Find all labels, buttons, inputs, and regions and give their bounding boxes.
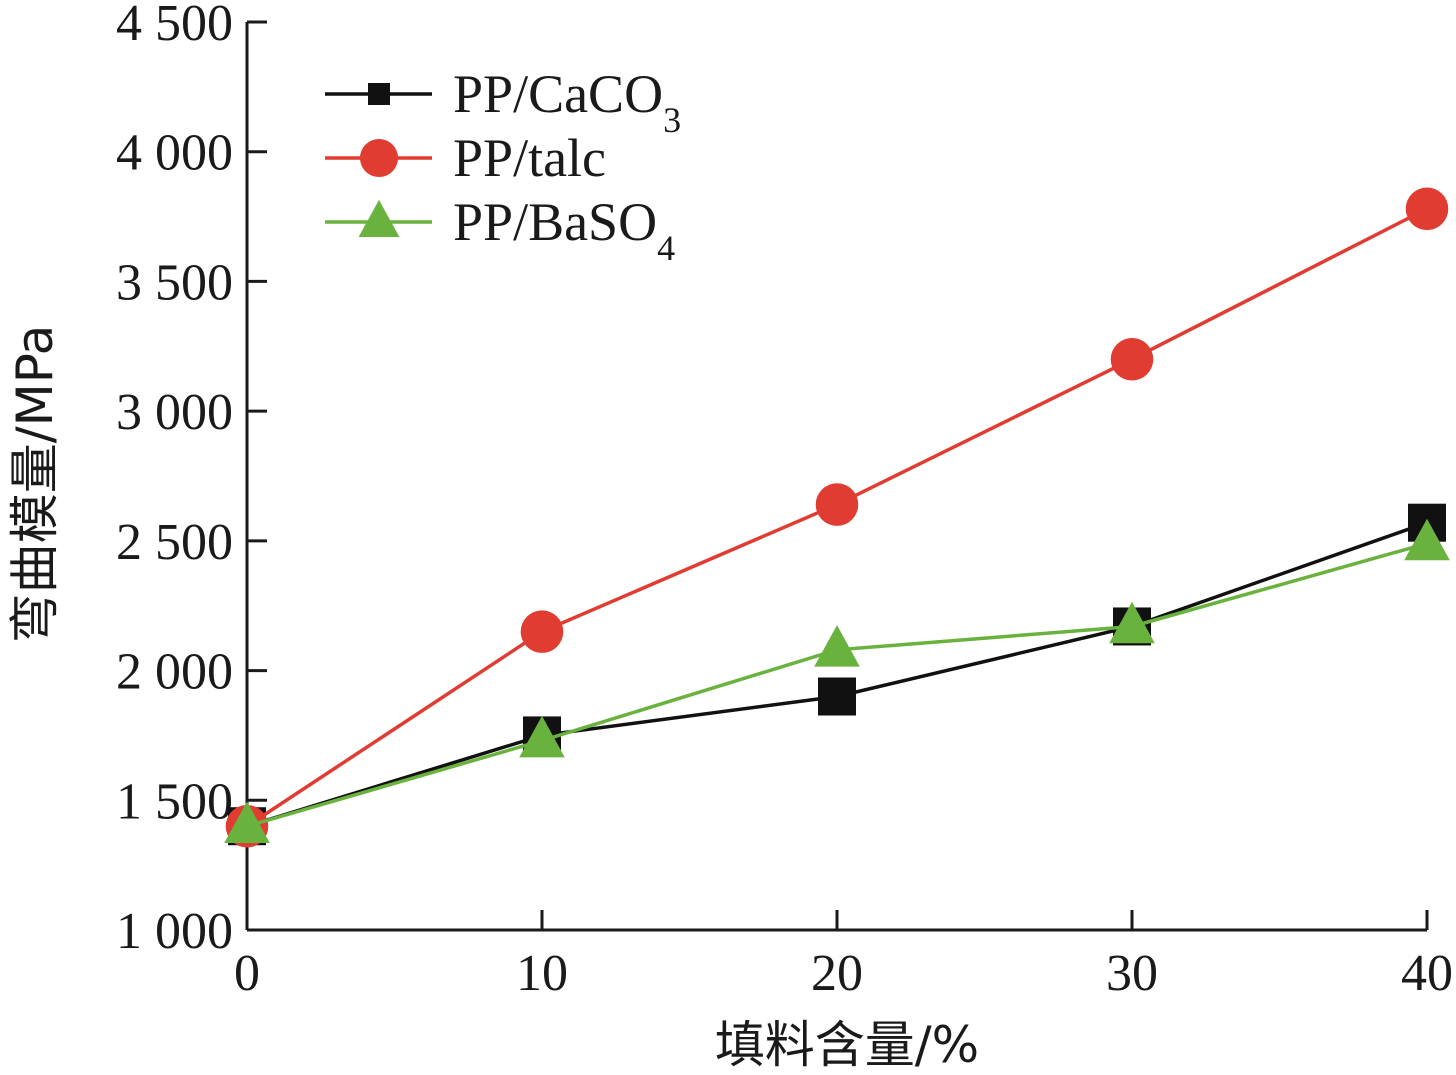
legend-item-pp-talc: PP/talc — [325, 128, 606, 188]
y-tick-label: 1 500 — [116, 773, 233, 830]
y-tick-label: 3 000 — [116, 384, 233, 441]
y-tick-label: 2 000 — [116, 644, 233, 701]
y-tick-label: 1 000 — [116, 903, 233, 960]
series-layer — [224, 187, 1450, 848]
series-line-pp-caco3 — [246, 521, 1428, 828]
data-point-pp-talc — [520, 610, 564, 653]
x-tick-label: 40 — [1401, 945, 1453, 1002]
data-point-pp-talc — [815, 483, 859, 526]
legend-label: PP/BaSO4 — [453, 192, 675, 268]
y-tick-label: 4 000 — [116, 125, 233, 182]
legend-marker — [368, 83, 390, 105]
x-tick-label: 30 — [1106, 945, 1158, 1002]
data-point-pp-baso4 — [1404, 518, 1450, 561]
data-point-pp-talc — [1405, 187, 1449, 231]
x-axis-ticks: 0 10 20 30 40 — [234, 910, 1453, 1002]
legend-marker — [359, 138, 399, 178]
series-pp-caco3 — [228, 503, 1446, 846]
y-axis-title: 弯曲模量/MPa — [6, 325, 64, 644]
series-pp-baso4 — [224, 518, 1450, 843]
data-point-pp-baso4 — [1109, 601, 1155, 644]
x-tick-label: 20 — [811, 945, 863, 1002]
data-point-pp-talc — [1110, 337, 1154, 381]
y-tick-label: 4 500 — [116, 0, 233, 52]
legend-label: PP/CaCO3 — [453, 64, 681, 140]
legend-marker — [358, 199, 400, 237]
legend-item-pp-caco3: PP/CaCO3 — [325, 64, 681, 140]
legend-item-pp-baso4: PP/BaSO4 — [325, 192, 675, 268]
y-tick-label: 2 500 — [116, 514, 233, 571]
data-point-pp-baso4 — [224, 801, 270, 843]
data-point-pp-baso4 — [814, 625, 860, 667]
legend-label: PP/talc — [453, 128, 606, 188]
y-axis-ticks: 1 000 1 500 2 000 2 500 3 000 3 500 4 000 4 500 — [116, 0, 267, 960]
y-tick-label: 3 500 — [116, 254, 233, 311]
x-tick-label: 10 — [516, 945, 568, 1002]
data-point-pp-caco3 — [818, 677, 856, 716]
x-tick-label: 0 — [234, 945, 260, 1002]
data-point-pp-baso4 — [519, 715, 565, 758]
x-axis-title: 填料含量/% — [715, 1016, 979, 1074]
series-pp-talc — [225, 187, 1449, 848]
